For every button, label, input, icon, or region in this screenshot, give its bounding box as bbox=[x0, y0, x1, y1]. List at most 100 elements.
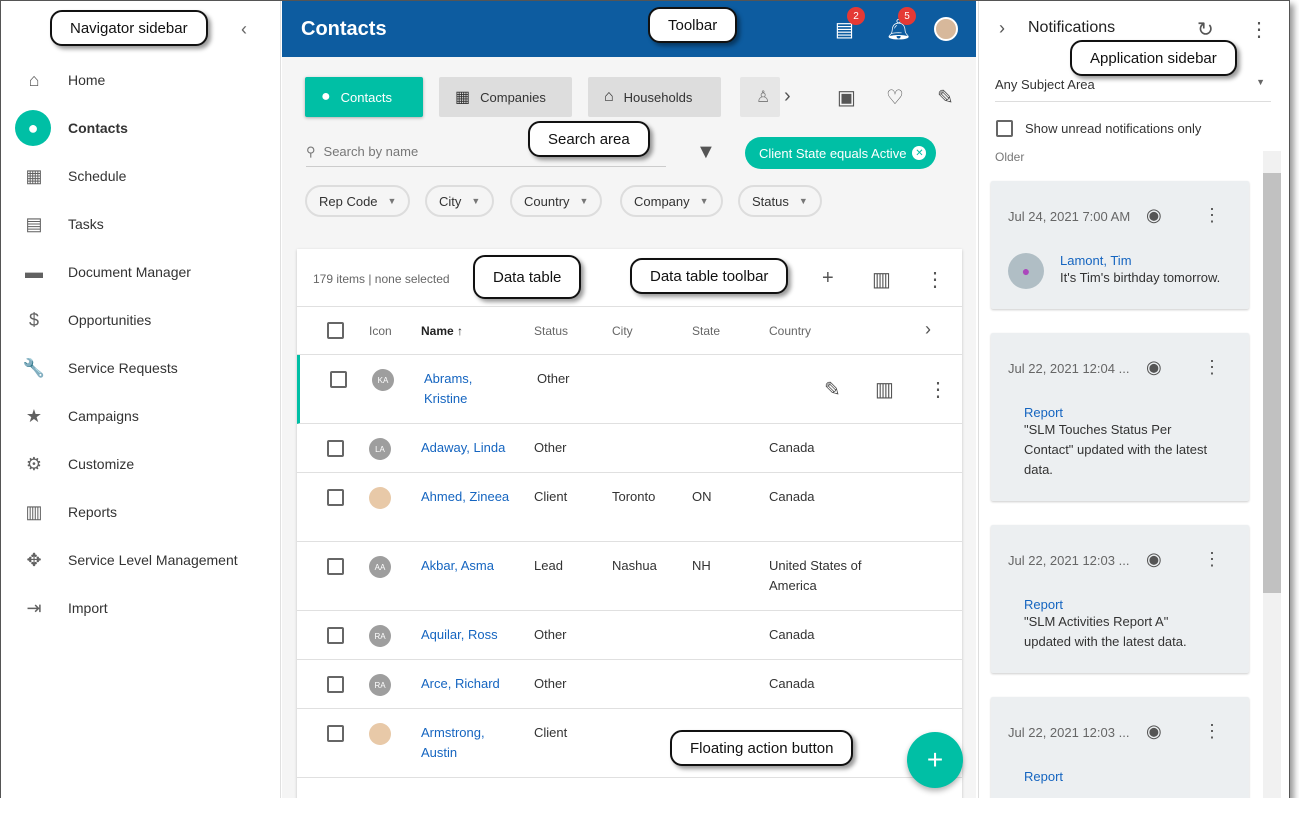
sidebar-item-import[interactable]: ⇥ Import bbox=[1, 584, 281, 632]
notification-card[interactable]: Jul 22, 2021 12:03 ... ◉ ⋮ Report "SLM Ac… bbox=[991, 525, 1249, 673]
eye-icon[interactable]: ◉ bbox=[1146, 205, 1162, 225]
table-row[interactable]: Armstrong, Austin Client bbox=[297, 709, 962, 778]
sidebar-item-contacts[interactable]: ● Contacts bbox=[1, 104, 281, 152]
more-icon[interactable]: ⋮ bbox=[925, 269, 945, 291]
table-row[interactable]: LA Adaway, Linda Other Canada bbox=[297, 424, 962, 473]
column-state[interactable]: State bbox=[692, 324, 721, 338]
sidebar-item-schedule[interactable]: ▦ Schedule bbox=[1, 152, 281, 200]
table-row[interactable]: Ahmed, Zineea Client Toronto ON Canada bbox=[297, 473, 962, 542]
status-cell: Other bbox=[537, 371, 570, 386]
floating-action-button[interactable]: + bbox=[907, 732, 963, 788]
sidebar-item-customize[interactable]: ⚙ Customize bbox=[1, 440, 281, 488]
more-icon[interactable]: ⋮ bbox=[1203, 721, 1221, 741]
messages-icon[interactable]: ▤ 2 bbox=[835, 7, 865, 42]
subject-area-select[interactable]: Any Subject Area ▼ bbox=[995, 77, 1271, 102]
eye-icon[interactable]: ◉ bbox=[1146, 721, 1162, 741]
column-city[interactable]: City bbox=[612, 324, 633, 338]
handshake-icon: ✥ bbox=[26, 549, 42, 570]
notification-link[interactable]: Report bbox=[1024, 405, 1064, 420]
save-icon[interactable]: ▣ bbox=[837, 87, 856, 109]
tabs-scroll-right-icon[interactable]: › bbox=[784, 85, 791, 107]
filter-chip-company[interactable]: Company ▼ bbox=[620, 185, 723, 217]
eye-icon[interactable]: ◉ bbox=[1146, 357, 1162, 377]
city-cell: Nashua bbox=[612, 558, 657, 573]
contact-name-link[interactable]: Akbar, Asma bbox=[421, 558, 494, 573]
table-row[interactable]: RA Arce, Richard Other Canada bbox=[297, 660, 962, 709]
notification-link[interactable]: Report bbox=[1024, 597, 1064, 612]
sidebar-item-campaigns[interactable]: ★ Campaigns bbox=[1, 392, 281, 440]
bell-icon[interactable]: 🔔︎ 5 bbox=[886, 7, 916, 42]
more-icon[interactable]: ⋮ bbox=[1249, 19, 1269, 41]
notification-card[interactable]: Jul 22, 2021 12:03 ... ◉ ⋮ Report bbox=[991, 697, 1249, 804]
active-filter-chip[interactable]: Client State equals Active ✕ bbox=[745, 137, 937, 169]
tab-contacts[interactable]: ● Contacts bbox=[305, 77, 423, 117]
tab-companies[interactable]: ▦ Companies bbox=[439, 77, 572, 117]
filter-chip-status[interactable]: Status ▼ bbox=[738, 185, 822, 217]
search-input[interactable]: ⚲ Search by name bbox=[306, 137, 666, 167]
dropdown-icon: ▼ bbox=[387, 196, 397, 206]
collapse-sidebar-icon[interactable]: ‹ bbox=[241, 19, 247, 39]
notification-link[interactable]: Lamont, Tim bbox=[1060, 253, 1132, 268]
collapse-panel-icon[interactable]: › bbox=[999, 18, 1005, 38]
chart-icon[interactable]: ▥ bbox=[875, 379, 894, 401]
column-name[interactable]: Name ↑ bbox=[421, 324, 463, 338]
contact-name-link[interactable]: Ahmed, Zineea bbox=[421, 489, 510, 504]
column-status[interactable]: Status bbox=[534, 324, 569, 338]
row-checkbox[interactable] bbox=[327, 725, 344, 742]
country-cell: Canada bbox=[769, 676, 815, 691]
scroll-columns-right-icon[interactable]: › bbox=[925, 319, 931, 339]
remove-filter-icon[interactable]: ✕ bbox=[912, 146, 927, 160]
notification-card[interactable]: Jul 24, 2021 7:00 AM ◉ ⋮ ● Lamont, Tim It… bbox=[991, 181, 1249, 309]
select-all-checkbox[interactable] bbox=[327, 322, 344, 339]
tab-households[interactable]: ⌂ Households bbox=[588, 77, 721, 117]
filter-icon[interactable]: ▼ bbox=[696, 141, 716, 163]
table-row[interactable]: AA Akbar, Asma Lead Nashua NH United Sta… bbox=[297, 542, 962, 611]
sidebar-item-service-level-management[interactable]: ✥ Service Level Management bbox=[1, 536, 281, 584]
row-checkbox[interactable] bbox=[327, 440, 344, 457]
more-icon[interactable]: ⋮ bbox=[1203, 357, 1221, 377]
chart-icon[interactable]: ▥ bbox=[872, 269, 891, 291]
contact-name-link[interactable]: Abrams, Kristine bbox=[424, 371, 473, 406]
add-icon[interactable]: + bbox=[822, 267, 834, 289]
filter-chip-city[interactable]: City ▼ bbox=[425, 185, 495, 217]
row-checkbox[interactable] bbox=[327, 627, 344, 644]
contact-name-link[interactable]: Arce, Richard bbox=[421, 676, 500, 691]
refresh-icon[interactable]: ↻ bbox=[1197, 19, 1214, 41]
dollar-icon: $ bbox=[28, 309, 39, 330]
column-country[interactable]: Country bbox=[769, 324, 812, 338]
eye-icon[interactable]: ◉ bbox=[1146, 549, 1162, 569]
user-avatar[interactable] bbox=[934, 17, 958, 41]
row-checkbox[interactable] bbox=[327, 489, 344, 506]
sidebar-item-tasks[interactable]: ▤ Tasks bbox=[1, 200, 281, 248]
sidebar-item-service-requests[interactable]: 🔧 Service Requests bbox=[1, 344, 281, 392]
row-checkbox[interactable] bbox=[327, 558, 344, 575]
more-icon[interactable]: ⋮ bbox=[928, 379, 948, 401]
notification-link[interactable]: Report bbox=[1024, 769, 1064, 784]
torn-edge bbox=[0, 798, 1299, 818]
sidebar-item-opportunities[interactable]: $ Opportunities bbox=[1, 296, 281, 344]
scrollbar-thumb[interactable] bbox=[1263, 173, 1281, 593]
edit-icon[interactable]: ✎ bbox=[824, 379, 841, 401]
contact-name-link[interactable]: Armstrong, Austin bbox=[421, 725, 485, 760]
row-checkbox[interactable] bbox=[327, 676, 344, 693]
sidebar-item-home[interactable]: ⌂ Home bbox=[1, 56, 281, 104]
heart-icon[interactable]: ♡ bbox=[886, 87, 904, 109]
more-icon[interactable]: ⋮ bbox=[1203, 205, 1221, 225]
row-checkbox[interactable] bbox=[330, 371, 347, 388]
filter-chip-country[interactable]: Country ▼ bbox=[510, 185, 603, 217]
unread-only-checkbox[interactable] bbox=[996, 120, 1013, 137]
table-row[interactable]: KA Abrams, Kristine Other ✎ ▥ ⋮ bbox=[297, 355, 962, 424]
notification-card[interactable]: Jul 22, 2021 12:04 ... ◉ ⋮ Report "SLM To… bbox=[991, 333, 1249, 501]
filter-chip-rep-code[interactable]: Rep Code ▼ bbox=[305, 185, 411, 217]
scrollbar[interactable] bbox=[1263, 151, 1281, 801]
tab-more[interactable]: ♙ bbox=[740, 77, 780, 117]
table-row[interactable]: RA Aquilar, Ross Other Canada bbox=[297, 611, 962, 660]
sidebar-item-reports[interactable]: ▥ Reports bbox=[1, 488, 281, 536]
sidebar-item-document-manager[interactable]: ▬ Document Manager bbox=[1, 248, 281, 296]
callout-fab: Floating action button bbox=[670, 730, 854, 766]
contact-name-link[interactable]: Adaway, Linda bbox=[421, 440, 506, 455]
contact-name-link[interactable]: Aquilar, Ross bbox=[421, 627, 498, 642]
edit-icon[interactable]: ✎ bbox=[937, 87, 954, 109]
more-icon[interactable]: ⋮ bbox=[1203, 549, 1221, 569]
sidebar-item-label: Customize bbox=[68, 456, 135, 472]
